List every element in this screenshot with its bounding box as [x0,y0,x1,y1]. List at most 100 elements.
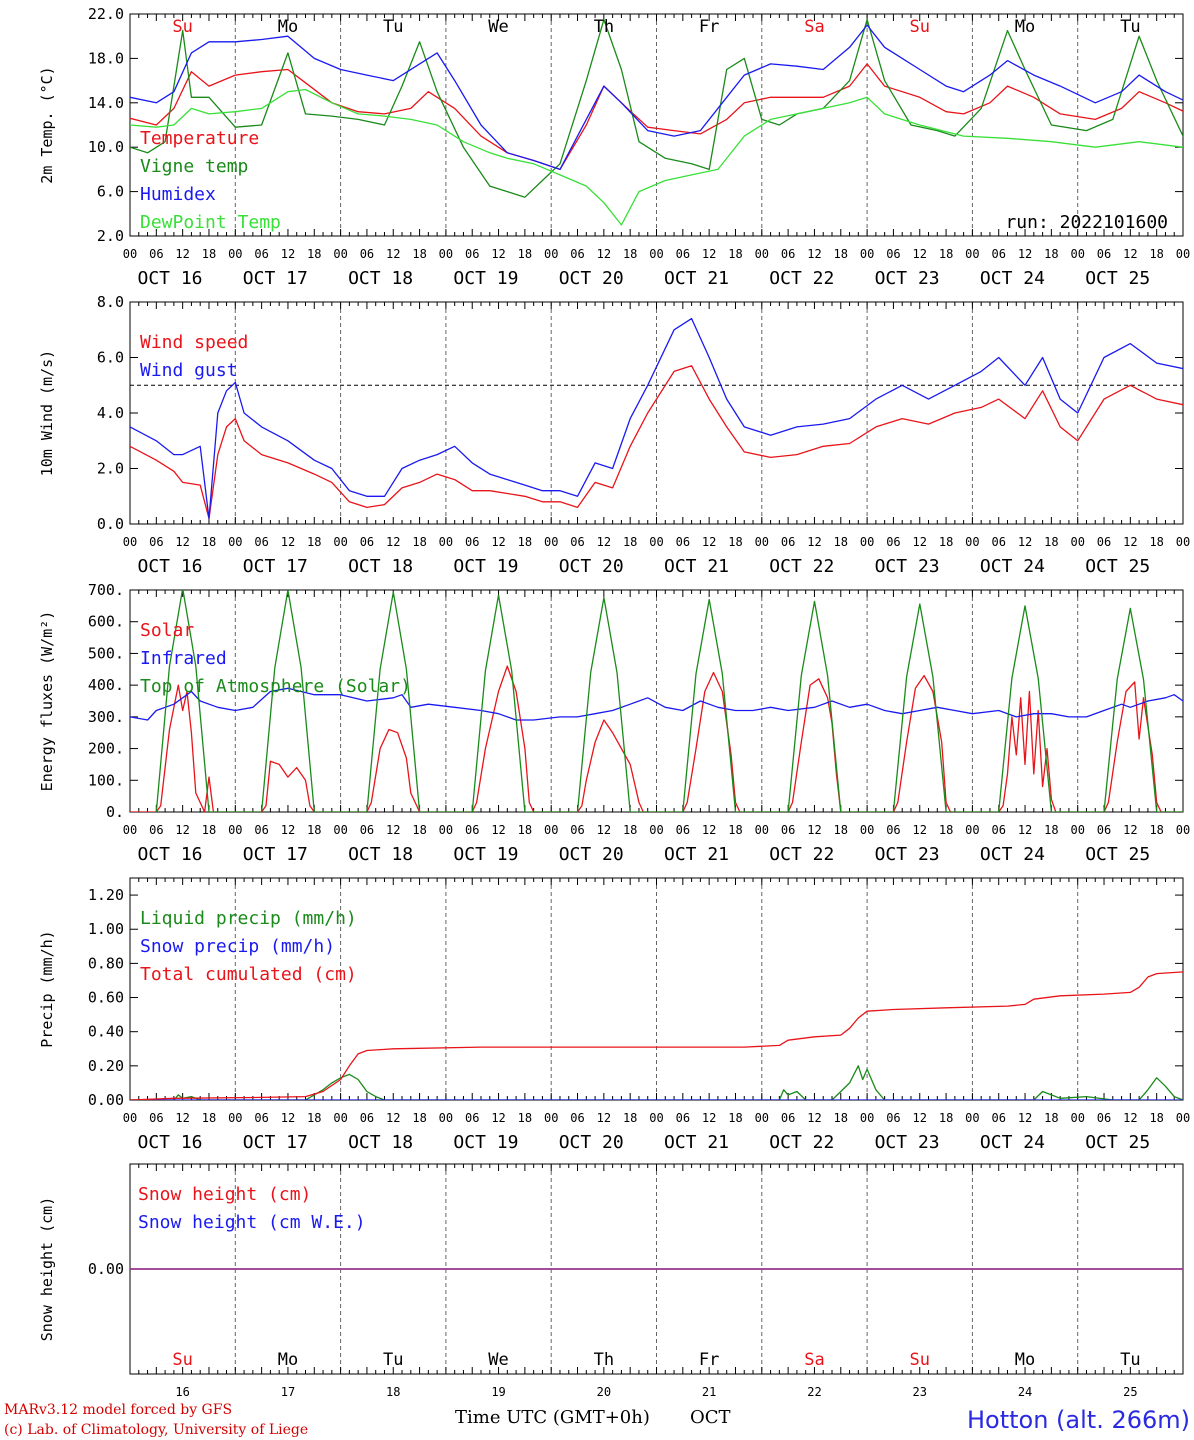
legend-entry: Vigne temp [140,156,248,177]
series-line-1 [130,317,1183,520]
y-tick-label: 700. [88,581,124,599]
day-number-label: 24 [1018,1385,1032,1399]
date-label: OCT 18 [348,268,413,289]
date-label: OCT 22 [769,1132,834,1153]
hour-tick-label: 18 [518,247,532,261]
hour-tick-label: 06 [991,1111,1005,1125]
hour-tick-label: 06 [360,1111,374,1125]
day-of-week-label: Mo [278,1350,298,1370]
y-tick-label: 0.40 [88,1023,124,1041]
hour-tick-label: 12 [281,247,295,261]
hour-tick-label: 00 [544,823,558,837]
legend-entry: Wind speed [140,332,248,353]
hour-tick-label: 00 [333,823,347,837]
hour-tick-label: 18 [412,1111,426,1125]
legend-entry: Top of Atmosphere (Solar) [140,676,411,697]
y-tick-label: 22.0 [88,5,124,23]
hour-tick-label: 18 [202,247,216,261]
hour-tick-label: 18 [728,247,742,261]
date-label: OCT 23 [875,844,940,865]
hour-tick-label: 00 [544,1111,558,1125]
hour-tick-label: 18 [939,823,953,837]
x-axis-title: Time UTC (GMT+0h) [455,1407,650,1428]
hour-tick-label: 06 [991,535,1005,549]
hour-tick-label: 12 [702,247,716,261]
hour-tick-label: 06 [1097,247,1111,261]
hour-tick-label: 12 [913,535,927,549]
date-label: OCT 25 [1085,844,1150,865]
hour-tick-label: 00 [755,247,769,261]
y-tick-label: 6.0 [97,183,124,201]
hour-tick-label: 18 [307,823,321,837]
hour-tick-label: 12 [491,823,505,837]
hour-tick-label: 18 [623,535,637,549]
date-label: OCT 17 [243,844,308,865]
y-tick-label: 6.0 [97,349,124,367]
run-label: run: 2022101600 [1005,212,1168,233]
series-line-0 [130,665,1183,812]
hour-tick-label: 00 [965,247,979,261]
legend-entry: Liquid precip (mm/h) [140,908,357,929]
y-tick-label: 4.0 [97,404,124,422]
day-of-week-label: Fr [699,1350,719,1370]
legend-entry: Solar [140,620,194,641]
legend-entry: Total cumulated (cm) [140,964,357,985]
legend-entry: Infrared [140,648,227,669]
legend-entry: Snow height (cm) [138,1184,311,1205]
hour-tick-label: 06 [781,1111,795,1125]
date-label: OCT 23 [875,556,940,577]
hour-tick-label: 00 [755,535,769,549]
date-label: OCT 16 [137,1132,202,1153]
y-axis-label: 10m Wind (m/s) [38,350,56,476]
day-number-label: 17 [281,1385,295,1399]
hour-tick-label: 12 [175,1111,189,1125]
hour-tick-label: 00 [123,247,137,261]
date-label: OCT 21 [664,1132,729,1153]
hour-tick-label: 12 [281,535,295,549]
hour-tick-label: 12 [1123,823,1137,837]
hour-tick-label: 06 [886,1111,900,1125]
wind-panel: 0.0 2.0 4.0 6.0 8.0 10m Wind (m/s) Wind speed W… [38,293,1190,577]
day-number-label: 25 [1123,1385,1137,1399]
hour-tick-label: 06 [781,535,795,549]
hour-tick-label: 12 [913,823,927,837]
hour-tick-label: 12 [386,535,400,549]
date-label: OCT 18 [348,844,413,865]
hour-tick-label: 00 [439,1111,453,1125]
hour-tick-label: 12 [491,535,505,549]
day-of-week-label: Sa [804,17,824,37]
hour-tick-label: 18 [623,823,637,837]
day-of-week-label: Th [594,1350,614,1370]
hour-tick-label: 06 [570,535,584,549]
date-label: OCT 25 [1085,1132,1150,1153]
date-label: OCT 21 [664,844,729,865]
date-label: OCT 19 [453,1132,518,1153]
date-label: OCT 20 [559,1132,624,1153]
hour-tick-label: 18 [939,247,953,261]
hour-tick-label: 06 [781,247,795,261]
date-label: OCT 20 [559,268,624,289]
hour-tick-label: 12 [1018,823,1032,837]
hour-tick-label: 12 [913,247,927,261]
hour-tick-label: 18 [939,535,953,549]
hour-tick-label: 18 [623,1111,637,1125]
y-axis-label: Snow height (cm) [38,1197,56,1342]
hour-tick-label: 06 [360,247,374,261]
hour-tick-label: 06 [254,535,268,549]
hour-tick-label: 18 [728,535,742,549]
hour-tick-label: 00 [544,247,558,261]
date-label: OCT 24 [980,844,1045,865]
day-of-week-label: Su [172,1350,192,1370]
hour-tick-label: 12 [597,823,611,837]
hour-tick-label: 00 [1176,823,1190,837]
hour-tick-label: 00 [649,247,663,261]
footer: MARv3.12 model forced by GFS (c) Lab. of… [4,1402,1190,1438]
hour-tick-label: 18 [834,1111,848,1125]
y-tick-label: 8.0 [97,293,124,311]
hour-tick-label: 00 [1070,1111,1084,1125]
series-line-0 [130,365,1183,520]
plot-frame [129,301,1184,525]
hour-tick-label: 00 [755,1111,769,1125]
hour-tick-label: 12 [702,823,716,837]
date-label: OCT 24 [980,556,1045,577]
